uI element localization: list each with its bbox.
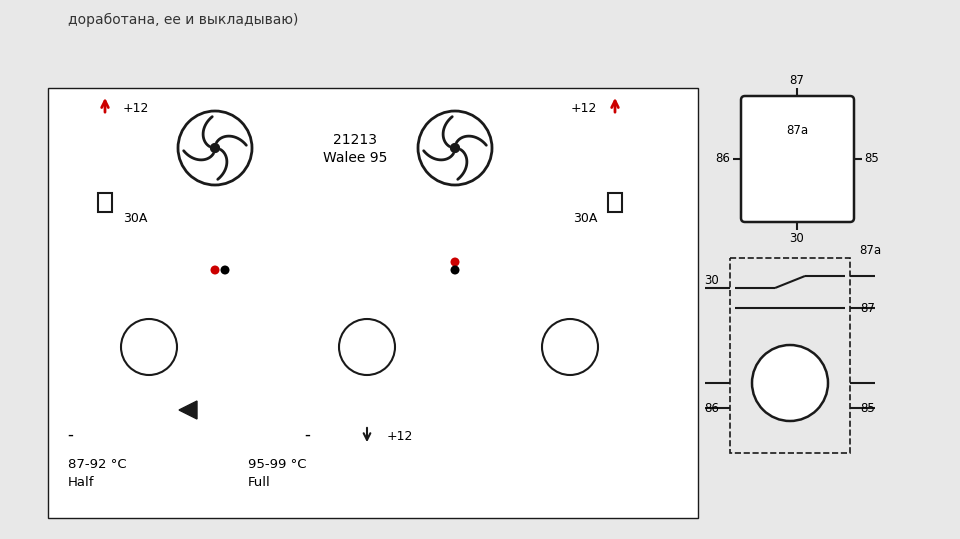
Bar <box>89 310 209 385</box>
Circle shape <box>450 266 460 274</box>
Text: 95-99 °C: 95-99 °C <box>248 459 306 472</box>
Bar <box>48 88 698 518</box>
Circle shape <box>210 266 220 274</box>
Circle shape <box>221 266 229 274</box>
Text: +12: +12 <box>387 431 414 444</box>
Text: 86: 86 <box>705 402 719 414</box>
Circle shape <box>450 258 460 266</box>
Bar <box>730 258 850 453</box>
FancyBboxPatch shape <box>741 96 854 222</box>
Circle shape <box>450 143 460 153</box>
Bar <box>510 310 630 385</box>
Text: -: - <box>304 426 310 444</box>
Text: 30: 30 <box>790 232 804 245</box>
Circle shape <box>178 111 252 185</box>
Bar <box>608 193 622 212</box>
Circle shape <box>121 319 177 375</box>
Bar <box>490 258 650 300</box>
Text: Half: Half <box>68 476 94 489</box>
Polygon shape <box>179 401 197 419</box>
Text: 30: 30 <box>705 273 719 287</box>
Text: 87-92 °C: 87-92 °C <box>68 459 127 472</box>
Text: 87: 87 <box>860 301 876 314</box>
Bar <box>68 258 230 300</box>
Text: +12: +12 <box>570 101 597 114</box>
Text: 30A: 30A <box>572 211 597 225</box>
Circle shape <box>542 319 598 375</box>
Text: 86: 86 <box>715 153 731 165</box>
Circle shape <box>210 143 220 153</box>
Text: 21213: 21213 <box>333 133 377 147</box>
Text: +12: +12 <box>123 101 150 114</box>
Text: 85: 85 <box>865 153 879 165</box>
Text: 85: 85 <box>860 402 876 414</box>
Text: 87a: 87a <box>859 244 881 257</box>
Bar <box>275 258 460 300</box>
Text: -: - <box>67 426 73 444</box>
Text: 30A: 30A <box>123 211 148 225</box>
Bar <box>307 310 427 385</box>
Text: Walee 95: Walee 95 <box>323 151 387 165</box>
Circle shape <box>418 111 492 185</box>
Text: доработана, ее и выкладываю): доработана, ее и выкладываю) <box>68 13 299 27</box>
Text: 87a: 87a <box>786 123 808 136</box>
Bar <box>98 193 112 212</box>
Text: 87: 87 <box>789 73 804 86</box>
Circle shape <box>339 319 395 375</box>
Text: Full: Full <box>248 476 271 489</box>
Circle shape <box>752 345 828 421</box>
